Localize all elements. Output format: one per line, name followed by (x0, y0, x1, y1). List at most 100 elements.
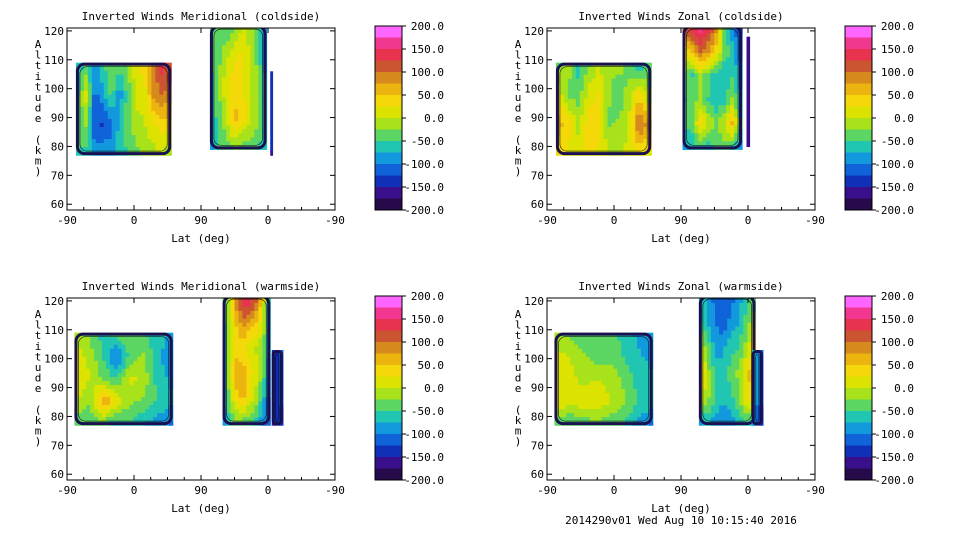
contour-cell (743, 401, 748, 407)
contour-cell (727, 346, 732, 351)
contour-cell (739, 389, 744, 395)
contour-cell (156, 372, 162, 378)
contour-cell (275, 353, 280, 359)
contour-cell (621, 348, 626, 354)
contour-cell (579, 135, 585, 140)
contour-cell (115, 70, 121, 76)
colorbar-swatch (845, 422, 872, 435)
contour-cell (595, 135, 601, 140)
y-tick-label: 120 (524, 25, 544, 38)
contour-cell (719, 417, 724, 422)
contour-cell (105, 396, 111, 402)
contour-cell (99, 102, 105, 108)
contour-cell (617, 356, 622, 362)
contour-cell (748, 65, 751, 70)
colorbar: 200.0150.0100.050.00.0-50.0-100.0-150.0-… (844, 290, 914, 487)
contour-cell (698, 37, 703, 42)
contour-cell (139, 66, 145, 72)
contour-cell (213, 81, 219, 86)
contour-cell (164, 396, 170, 402)
contour-cell (743, 358, 748, 363)
y-axis-label-char: t (35, 350, 42, 363)
contour-cell (230, 299, 236, 304)
contour-cell (83, 126, 89, 132)
contour-cell (156, 344, 162, 350)
colorbar-label: -50.0 (881, 135, 914, 148)
contour-cell (635, 110, 640, 116)
contour-cell (587, 70, 593, 76)
colorbar-swatch (845, 445, 872, 458)
contour-cell (117, 388, 123, 394)
contour-cell (734, 33, 739, 38)
contour-cell (644, 348, 650, 354)
contour-cell (82, 405, 87, 410)
contour-cell (706, 302, 712, 308)
y-tick-label: 60 (531, 468, 544, 481)
contour-cell (743, 413, 748, 418)
contour-cell (119, 135, 125, 140)
contour-cell (747, 350, 752, 355)
colorbar-swatch (845, 342, 872, 354)
contour-cell (137, 392, 142, 398)
contour-cell (617, 340, 622, 346)
contour-cell (143, 70, 148, 76)
contour-cell (597, 340, 603, 346)
contour-cell (119, 66, 125, 72)
contour-cell (601, 368, 607, 374)
contour-cell (159, 78, 164, 84)
contour-cell (250, 93, 255, 98)
contour-cell (258, 125, 264, 130)
contour-cell (98, 384, 103, 390)
contour-cell (99, 131, 105, 136)
contour-cell (629, 401, 634, 406)
contour-cell (258, 401, 263, 407)
contour-cell (723, 330, 728, 336)
contour-line (702, 298, 752, 422)
contour-cell (242, 37, 247, 42)
contour-cell (593, 344, 599, 350)
contour-cell (559, 114, 565, 120)
contour-cell (710, 330, 716, 336)
colorbar-swatch (845, 95, 872, 107)
contour-cell (585, 348, 591, 354)
contour-cell (694, 141, 699, 146)
contour-cell (246, 362, 251, 367)
contour-cell (730, 141, 735, 146)
contour-cell (83, 106, 89, 112)
contour-cell (710, 354, 716, 359)
contour-cell (156, 360, 162, 366)
contour-cell (722, 29, 727, 34)
contour-cell (153, 376, 158, 382)
contour-cell (164, 384, 170, 390)
contour-cell (156, 388, 162, 394)
contour-cell (702, 298, 708, 300)
contour-cell (222, 33, 227, 38)
contour-cell (617, 348, 622, 354)
contour-cell (139, 86, 145, 92)
contour-cell (98, 409, 103, 414)
contour-cell (615, 70, 621, 76)
contour-cell (262, 409, 267, 414)
contour-cell (702, 109, 707, 114)
contour-cell (694, 45, 699, 50)
contour-cell (105, 360, 111, 366)
contour-cell (250, 57, 255, 62)
contour-cell (629, 352, 634, 358)
contour-cell (589, 417, 595, 422)
contour-cell (254, 61, 260, 66)
contour-cell (715, 362, 720, 367)
contour-cell (246, 393, 251, 399)
contour-cell (702, 93, 707, 98)
contour-cell (90, 384, 95, 390)
contour-cell (159, 86, 164, 92)
contour-cell (727, 377, 732, 383)
contour-cell (558, 376, 563, 382)
contour-cell (563, 86, 569, 92)
contour-cell (86, 392, 91, 398)
contour-cell (271, 147, 274, 152)
contour-cell (566, 405, 571, 410)
contour-cell (563, 70, 569, 76)
contour-cell (593, 352, 599, 358)
contour-cell (694, 61, 699, 66)
contour-cell (629, 413, 634, 418)
